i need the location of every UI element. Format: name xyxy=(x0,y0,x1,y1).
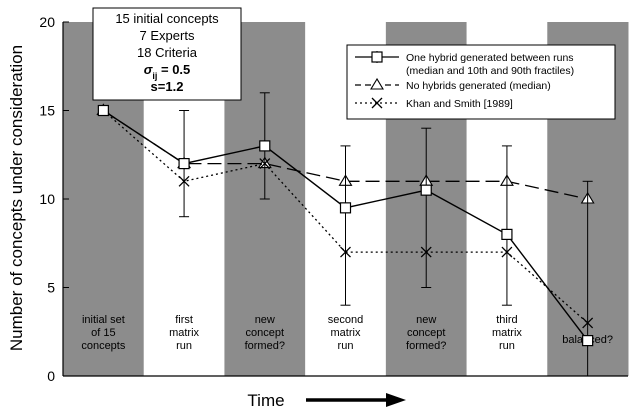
stage-label: third matrix run xyxy=(492,314,522,352)
y-tick-label: 5 xyxy=(47,280,55,296)
y-tick-label: 15 xyxy=(39,103,55,119)
legend-label: No hybrids generated (median) xyxy=(406,80,551,92)
stage-labels: initial set of 15 concepts first matrix run ne… xyxy=(81,314,613,352)
y-axis-label: Number of concepts under consideration xyxy=(7,45,26,351)
square-marker xyxy=(97,104,109,117)
x-marker xyxy=(371,97,383,109)
parameter-text: s=1.2 xyxy=(151,79,184,94)
square-marker xyxy=(582,335,594,347)
legend-entry: Khan and Smith [1989] xyxy=(355,97,513,110)
stage-label: new concept formed? xyxy=(245,314,285,352)
y-tick-label: 20 xyxy=(39,14,55,30)
parameter-text: 7 Experts xyxy=(140,28,195,43)
legend-label: One hybrid generated between runs xyxy=(406,52,574,64)
series-layer xyxy=(96,92,595,377)
legend-entry: One hybrid generated between runs(median… xyxy=(355,51,574,77)
legend-label: Khan and Smith [1989] xyxy=(406,98,513,110)
parameter-text: 18 Criteria xyxy=(137,45,198,60)
parameter-text: σij = 0.5 xyxy=(144,62,191,81)
square-marker xyxy=(420,184,432,196)
stage-label: initial set of 15 concepts xyxy=(81,314,126,352)
x-axis-label: Time xyxy=(247,391,284,410)
triangle-marker xyxy=(370,77,384,90)
square-marker xyxy=(259,140,271,152)
parameter-box-frame xyxy=(92,7,242,101)
y-tick-label: 10 xyxy=(39,191,55,207)
y-tick-label: 0 xyxy=(47,368,55,384)
stage-label: first matrix run xyxy=(169,314,199,352)
square-marker xyxy=(371,51,383,63)
legend-label: (median and 10th and 90th fractiles) xyxy=(406,65,574,77)
parameter-text: 15 initial concepts xyxy=(115,11,219,26)
x-axis-label-group: Time xyxy=(247,391,406,410)
parameter-box: 15 initial concepts 7 Experts 18 Criteria σ… xyxy=(92,7,242,101)
time-arrow-icon xyxy=(306,393,406,407)
series-square xyxy=(97,92,594,377)
axes: 0 5 10 15 20 xyxy=(39,14,628,384)
legend: One hybrid generated between runs(median… xyxy=(346,44,616,120)
square-marker xyxy=(178,158,190,170)
square-marker xyxy=(501,228,513,240)
stage-label: second matrix run xyxy=(328,314,363,352)
square-marker xyxy=(339,202,352,214)
stage-label: new concept formed? xyxy=(406,314,446,352)
legend-entry: No hybrids generated (median) xyxy=(355,77,551,92)
